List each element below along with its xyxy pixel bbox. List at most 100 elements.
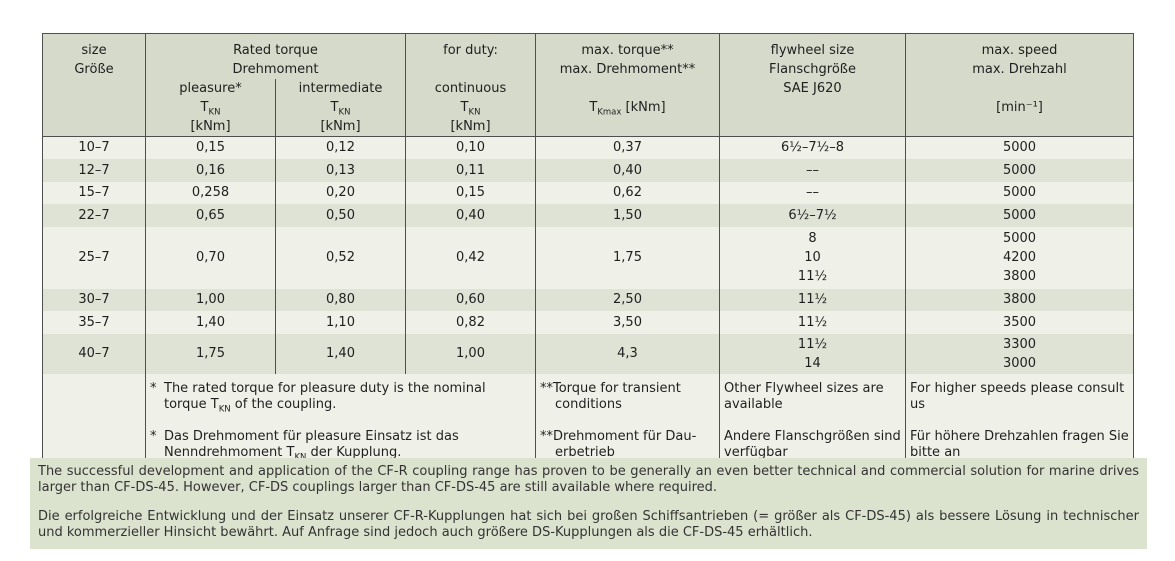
notes-block: The successful development and applicati… (30, 458, 1147, 549)
table-row: 30–7 1,00 0,80 0,60 2,50 11½ 3800 (42, 288, 1134, 311)
footnote-flywheel-de: Andere Flanschgrößen sind verfügbar (724, 428, 901, 460)
header-continuous: continuous (434, 81, 507, 96)
cell-intermediate: 0,13 (275, 158, 406, 182)
cell-flywheel: 11½ (719, 310, 906, 334)
coupling-spec-table: size Größe Rated torque Drehmoment pleas… (42, 33, 1134, 484)
table-body: 10–7 0,15 0,12 0,10 0,37 6½–7½–8 5000 12… (42, 136, 1134, 483)
cell-max-torque: 2,50 (535, 288, 720, 311)
cell-intermediate: 0,50 (275, 203, 406, 227)
note-paragraph-de: Die erfolgreiche Entwicklung und der Ein… (38, 509, 1139, 540)
cell-speed: 5000 (905, 181, 1134, 204)
footnote-flywheel-en: Other Flywheel sizes are available (724, 380, 884, 412)
cell-intermediate: 1,10 (275, 310, 406, 334)
cell-pleasure: 0,70 (145, 226, 276, 289)
table-header: size Größe Rated torque Drehmoment pleas… (42, 33, 1134, 137)
symbol-tkn: TKN (200, 100, 221, 118)
cell-continuous: 0,11 (405, 158, 536, 182)
note-paragraph-en: The successful development and applicati… (38, 464, 1139, 495)
cell-pleasure: 0,16 (145, 158, 276, 182)
cell-max-torque: 1,50 (535, 203, 720, 227)
footnote-max-torque-de: **Drehmoment für Dau-erbetrieb (540, 428, 697, 460)
cell-speed: 5000 (905, 136, 1134, 159)
cell-pleasure: 1,00 (145, 288, 276, 311)
header-pleasure: pleasure* TKN [kNm] (146, 79, 275, 136)
table-row: 10–7 0,15 0,12 0,10 0,37 6½–7½–8 5000 (42, 136, 1134, 159)
cell-flywheel: –– (719, 181, 906, 204)
cell-flywheel: 6½–7½–8 (719, 136, 906, 159)
cell-flywheel: 8 10 11½ (719, 226, 906, 289)
header-rated-torque: Rated torque Drehmoment pleasure* TKN [k… (145, 33, 406, 137)
cell-flywheel: –– (719, 158, 906, 182)
cell-continuous: 0,15 (405, 181, 536, 204)
cell-intermediate: 1,40 (275, 333, 406, 374)
cell-speed: 3300 3000 (905, 333, 1134, 374)
cell-flywheel: 11½ 14 (719, 333, 906, 374)
symbol-tkn: TKN (460, 100, 481, 118)
header-intermediate: intermediate TKN [kNm] (275, 79, 405, 136)
table-row: 22–7 0,65 0,50 0,40 1,50 6½–7½ 5000 (42, 203, 1134, 227)
table-row: 40–7 1,75 1,40 1,00 4,3 11½ 14 3300 3000 (42, 333, 1134, 374)
header-size-en: size (81, 43, 107, 58)
symbol-tkn: TKN (330, 100, 351, 118)
header-rated-en: Rated torque (233, 43, 318, 58)
cell-continuous: 0,82 (405, 310, 536, 334)
header-flywheel-size: flywheel size Flanschgröße SAE J620 (719, 33, 906, 137)
cell-continuous: 0,40 (405, 203, 536, 227)
cell-intermediate: 0,20 (275, 181, 406, 204)
footnote-rated-en: * The rated torque for pleasure duty is … (150, 380, 486, 415)
header-size: size Größe (42, 33, 146, 137)
cell-pleasure: 1,40 (145, 310, 276, 334)
cell-size: 22–7 (42, 203, 146, 227)
unit-min: [min⁻¹] (996, 100, 1043, 115)
cell-continuous: 0,60 (405, 288, 536, 311)
cell-size: 12–7 (42, 158, 146, 182)
header-rated-de: Drehmoment (232, 62, 319, 77)
cell-speed: 5000 (905, 203, 1134, 227)
cell-speed: 5000 4200 3800 (905, 226, 1134, 289)
footnote-rated-torque: * The rated torque for pleasure duty is … (145, 373, 536, 483)
cell-pleasure: 1,75 (145, 333, 276, 374)
table-row: 25–7 0,70 0,52 0,42 1,75 8 10 11½ 5000 4… (42, 226, 1134, 289)
table-row: 15–7 0,258 0,20 0,15 0,62 –– 5000 (42, 181, 1134, 204)
footnote-rated-de: * Das Drehmoment für pleasure Einsatz is… (150, 428, 459, 462)
cell-max-torque: 1,75 (535, 226, 720, 289)
header-max-torque: max. torque** max. Drehmoment** TKmax [k… (535, 33, 720, 137)
cell-continuous: 1,00 (405, 333, 536, 374)
header-size-de: Größe (74, 62, 114, 77)
footnote-speed-de: Für höhere Drehzahlen fragen Sie bitte a… (910, 428, 1129, 460)
cell-speed: 3800 (905, 288, 1134, 311)
cell-flywheel: 11½ (719, 288, 906, 311)
cell-size: 25–7 (42, 226, 146, 289)
cell-speed: 5000 (905, 158, 1134, 182)
cell-continuous: 0,42 (405, 226, 536, 289)
cell-continuous: 0,10 (405, 136, 536, 159)
table-row: 12–7 0,16 0,13 0,11 0,40 –– 5000 (42, 158, 1134, 182)
cell-pleasure: 0,65 (145, 203, 276, 227)
unit-knm: [kNm] (320, 119, 361, 134)
cell-size: 15–7 (42, 181, 146, 204)
cell-max-torque: 0,37 (535, 136, 720, 159)
cell-max-torque: 3,50 (535, 310, 720, 334)
table-row: 35–7 1,40 1,10 0,82 3,50 11½ 3500 (42, 310, 1134, 334)
cell-max-torque: 0,40 (535, 158, 720, 182)
cell-intermediate: 0,12 (275, 136, 406, 159)
footnote-speed-en: For higher speeds please consult us (910, 380, 1125, 412)
footnote-max-torque-en: **Torque for transient conditions (540, 380, 681, 412)
header-for-duty: for duty: continuous TKN [kNm] (405, 33, 536, 137)
cell-size: 30–7 (42, 288, 146, 311)
symbol-tkmax: TKmax [kNm] (589, 100, 666, 118)
cell-flywheel: 6½–7½ (719, 203, 906, 227)
cell-max-torque: 0,62 (535, 181, 720, 204)
cell-max-torque: 4,3 (535, 333, 720, 374)
unit-knm: [kNm] (450, 119, 491, 134)
header-max-speed: max. speed max. Drehzahl [min⁻¹] (905, 33, 1134, 137)
cell-size: 10–7 (42, 136, 146, 159)
cell-intermediate: 0,80 (275, 288, 406, 311)
header-sae: SAE J620 (783, 81, 842, 96)
cell-pleasure: 0,258 (145, 181, 276, 204)
cell-size: 35–7 (42, 310, 146, 334)
cell-size: 40–7 (42, 333, 146, 374)
cell-speed: 3500 (905, 310, 1134, 334)
unit-knm: [kNm] (190, 119, 231, 134)
